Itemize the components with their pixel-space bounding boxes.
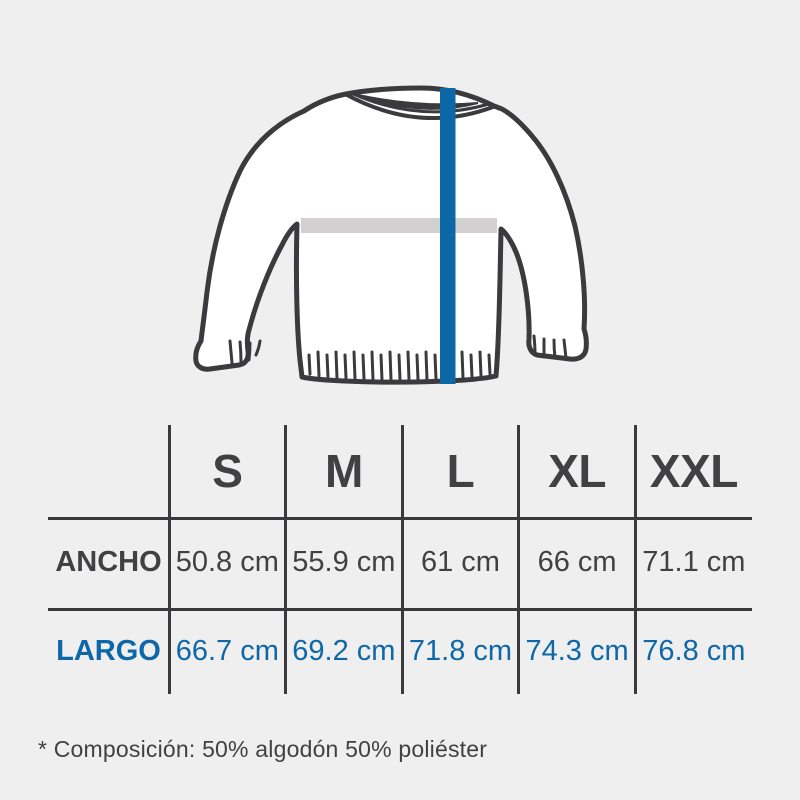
table-vertical-line bbox=[633, 425, 637, 694]
ancho-value-xl: 66 cm bbox=[537, 546, 617, 578]
table-vertical-line bbox=[167, 425, 171, 694]
width-marker-bar bbox=[301, 218, 497, 233]
size-header-xl: XL bbox=[548, 445, 606, 497]
composition-footnote: * Composición: 50% algodón 50% poliéster bbox=[38, 736, 488, 762]
size-table-grid: S M L XL XXL ANCHO 50.8 cm 55.9 cm 61 cm… bbox=[48, 425, 752, 695]
sweater-outline bbox=[193, 85, 589, 385]
table-vertical-line bbox=[284, 425, 287, 694]
sweater-illustration bbox=[193, 85, 589, 385]
table-vertical-line bbox=[517, 425, 520, 694]
cuff-ribbing-right bbox=[532, 334, 568, 360]
collar-band-inner-line bbox=[349, 91, 491, 114]
largo-value-xxl: 76.8 cm bbox=[642, 635, 746, 667]
table-horizontal-line bbox=[48, 517, 752, 520]
largo-value-s: 66.7 cm bbox=[175, 635, 279, 667]
cuff-ribbing-left bbox=[228, 339, 262, 365]
size-table: S M L XL XXL ANCHO 50.8 cm 55.9 cm 61 cm… bbox=[48, 425, 752, 695]
size-header-l: L bbox=[446, 445, 475, 497]
ancho-value-s: 50.8 cm bbox=[175, 546, 279, 578]
largo-value-l: 71.8 cm bbox=[408, 635, 513, 667]
hem-ribbing bbox=[307, 350, 492, 382]
size-header-m: M bbox=[324, 445, 363, 497]
ancho-value-m: 55.9 cm bbox=[292, 546, 396, 578]
ancho-value-l: 61 cm bbox=[420, 546, 500, 578]
table-horizontal-line bbox=[48, 608, 752, 611]
length-marker-bar bbox=[440, 88, 456, 384]
largo-value-xl: 74.3 cm bbox=[525, 635, 629, 667]
table-corner-cell bbox=[48, 425, 169, 517]
ancho-value-xxl: 71.1 cm bbox=[642, 546, 746, 578]
collar-band-outer-line bbox=[345, 93, 495, 121]
row-label-largo: LARGO bbox=[56, 635, 161, 667]
largo-value-m: 69.2 cm bbox=[292, 635, 396, 667]
size-header-xxl: XXL bbox=[649, 445, 738, 497]
size-header-s: S bbox=[212, 445, 243, 497]
table-vertical-line bbox=[400, 425, 404, 694]
row-label-ancho: ANCHO bbox=[55, 546, 162, 578]
